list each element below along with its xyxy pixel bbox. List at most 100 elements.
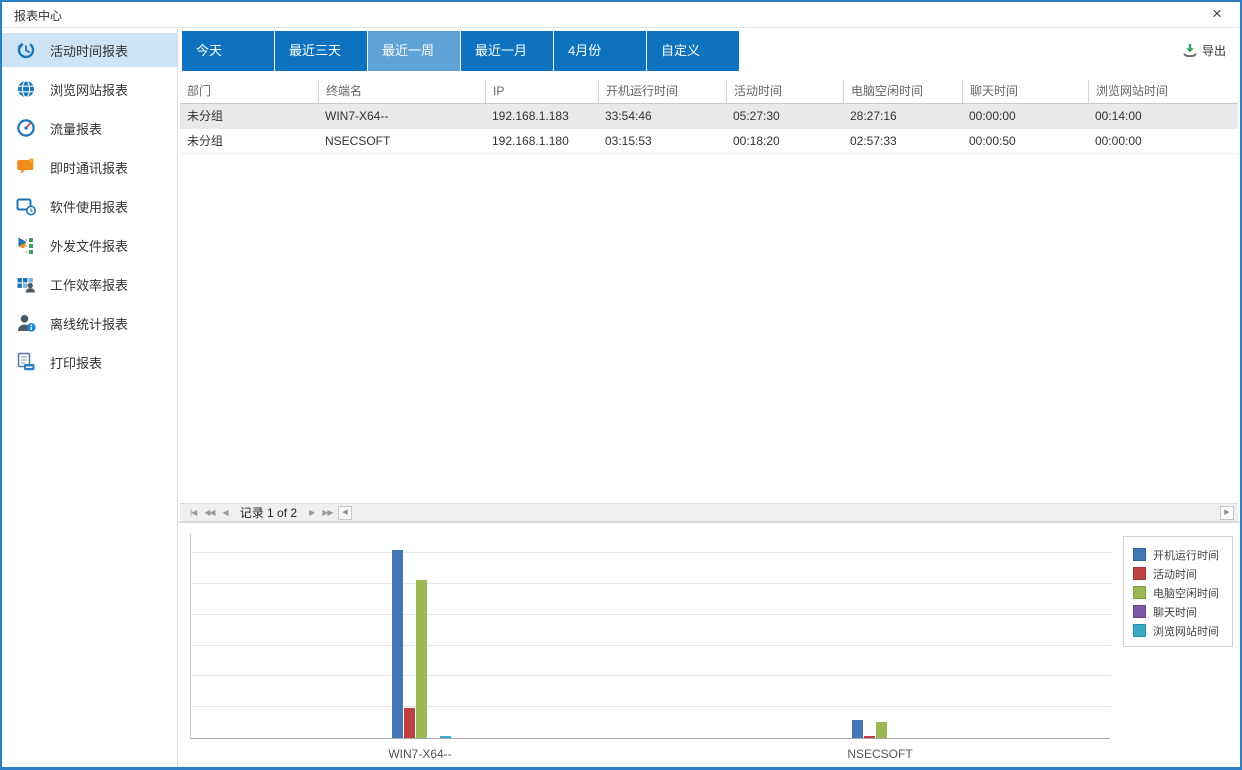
legend-swatch: [1133, 548, 1146, 561]
cell-IP: 192.168.1.183: [492, 109, 569, 123]
cell-聊天时间: 00:00:50: [969, 134, 1016, 148]
tab-最近三天[interactable]: 最近三天: [275, 31, 367, 71]
cell-开机运行时间: 03:15:53: [605, 134, 652, 148]
column-header-电脑空闲时间[interactable]: 电脑空闲时间: [843, 80, 962, 103]
bar-WIN7-X64---开机运行时间: [392, 550, 403, 738]
person-info-icon: [15, 312, 37, 334]
window-border-left: [0, 0, 2, 770]
sidebar-item-traffic-report[interactable]: 流量报表: [2, 111, 177, 145]
bar-WIN7-X64---电脑空闲时间: [416, 580, 427, 738]
tab-最近一月[interactable]: 最近一月: [461, 31, 553, 71]
cell-IP: 192.168.1.180: [492, 134, 569, 148]
pager-prev-page-icon[interactable]: ◀◀: [204, 508, 215, 517]
export-button[interactable]: 导出: [1183, 40, 1226, 60]
chart-gridline: [191, 706, 1111, 707]
download-icon: [1183, 44, 1197, 57]
sidebar-item-label: 流量报表: [50, 121, 103, 137]
cell-电脑空闲时间: 02:57:33: [850, 134, 897, 148]
cell-部门: 未分组: [187, 134, 224, 148]
sidebar-item-offline-stats-report[interactable]: 离线统计报表: [2, 306, 177, 340]
column-header-浏览网站时间[interactable]: 浏览网站时间: [1088, 80, 1238, 103]
bar-chart-plot: [190, 533, 1111, 739]
bar-WIN7-X64---浏览网站时间: [440, 736, 451, 738]
cell-电脑空闲时间: 28:27:16: [850, 109, 897, 123]
chart-gridline: [191, 675, 1111, 676]
printer-icon: [15, 351, 37, 373]
sidebar-item-label: 活动时间报表: [50, 43, 129, 59]
close-icon[interactable]: ×: [1212, 4, 1222, 23]
tab-今天[interactable]: 今天: [182, 31, 274, 71]
sidebar-item-browse-website-report[interactable]: 浏览网站报表: [2, 72, 177, 106]
column-header-终端名[interactable]: 终端名: [318, 80, 485, 103]
sidebar-item-work-efficiency-report[interactable]: 工作效率报表: [2, 267, 177, 301]
sidebar-item-activity-time-report[interactable]: 活动时间报表: [2, 33, 177, 67]
pager-next-page-icon[interactable]: ▶▶: [322, 508, 333, 517]
pager-first-icon[interactable]: |◀: [190, 508, 197, 517]
column-header-IP[interactable]: IP: [485, 80, 598, 103]
bar-WIN7-X64---活动时间: [404, 708, 415, 738]
title-bar: 报表中心 ×: [2, 2, 1240, 28]
sidebar-item-label: 工作效率报表: [50, 277, 129, 293]
legend-label: 活动时间: [1153, 568, 1197, 581]
legend-label: 电脑空闲时间: [1153, 587, 1219, 600]
sidebar-item-label: 离线统计报表: [50, 316, 129, 332]
cell-浏览网站时间: 00:14:00: [1095, 109, 1142, 123]
column-header-活动时间[interactable]: 活动时间: [726, 80, 843, 103]
pager-record-text: 记录 1 of 2: [239, 506, 298, 520]
sidebar-item-im-report[interactable]: 即时通讯报表: [2, 150, 177, 184]
hscroll-right-icon[interactable]: ▶: [1220, 506, 1234, 520]
legend-label: 开机运行时间: [1153, 549, 1219, 562]
cell-活动时间: 00:18:20: [733, 134, 780, 148]
chart-category-label: NSECSOFT: [847, 747, 913, 761]
tab-自定义[interactable]: 自定义: [647, 31, 739, 71]
legend-swatch: [1133, 586, 1146, 599]
legend-item-浏览网站时间: 浏览网站时间: [1133, 621, 1223, 640]
grid-person-icon: [15, 273, 37, 295]
legend-item-电脑空闲时间: 电脑空闲时间: [1133, 583, 1223, 602]
column-header-开机运行时间[interactable]: 开机运行时间: [598, 80, 726, 103]
window-border-right: [1240, 0, 1242, 770]
window-border-top: [0, 0, 1242, 2]
legend-swatch: [1133, 605, 1146, 618]
cell-部门: 未分组: [187, 109, 224, 123]
cell-终端名: WIN7-X64--: [325, 109, 389, 123]
legend-swatch: [1133, 567, 1146, 580]
legend-item-活动时间: 活动时间: [1133, 564, 1223, 583]
cell-浏览网站时间: 00:00:00: [1095, 134, 1142, 148]
outgoing-files-icon: [15, 234, 37, 256]
cell-聊天时间: 00:00:00: [969, 109, 1016, 123]
globe-icon: [15, 78, 37, 100]
pager-next-icon[interactable]: ▶: [309, 508, 315, 517]
cell-开机运行时间: 33:54:46: [605, 109, 652, 123]
chat-bubble-icon: [15, 156, 37, 178]
window-border-bottom: [0, 767, 1242, 770]
legend-item-开机运行时间: 开机运行时间: [1133, 545, 1223, 564]
table-row[interactable]: 未分组 NSECSOFT 192.168.1.180 03:15:53 00:18:20…: [180, 129, 1238, 154]
chart-gridline: [191, 645, 1111, 646]
legend-label: 浏览网站时间: [1153, 625, 1219, 638]
bar-NSECSOFT-活动时间: [864, 736, 875, 738]
sidebar-item-print-report[interactable]: 打印报表: [2, 345, 177, 379]
tab-4月份[interactable]: 4月份: [554, 31, 646, 71]
pager-bar: |◀ ◀◀ ◀ 记录 1 of 2 ▶ ▶▶ ▶| ◀ ▶: [180, 503, 1238, 522]
sidebar: 活动时间报表浏览网站报表流量报表即时通讯报表 软件使用报表外发文件报表工作效率报表…: [2, 29, 178, 767]
pager-prev-icon[interactable]: ◀: [222, 508, 229, 517]
sidebar-item-outgoing-files-report[interactable]: 外发文件报表: [2, 228, 177, 262]
speedometer-icon: [15, 117, 37, 139]
cell-活动时间: 05:27:30: [733, 109, 780, 123]
column-header-聊天时间[interactable]: 聊天时间: [962, 80, 1088, 103]
sidebar-item-label: 即时通讯报表: [50, 160, 129, 176]
sidebar-item-software-usage-report[interactable]: 软件使用报表: [2, 189, 177, 223]
chart-gridline: [191, 552, 1111, 553]
history-clock-icon: [15, 39, 37, 61]
export-label: 导出: [1201, 43, 1226, 58]
sidebar-item-label: 软件使用报表: [50, 199, 129, 215]
tab-最近一周[interactable]: 最近一周: [368, 31, 460, 71]
column-header-部门[interactable]: 部门: [187, 84, 212, 98]
hscroll-left-icon[interactable]: ◀: [338, 506, 352, 520]
bar-NSECSOFT-开机运行时间: [852, 720, 863, 738]
chart-category-label: WIN7-X64--: [388, 747, 452, 761]
table-row[interactable]: 未分组 WIN7-X64-- 192.168.1.183 33:54:46 05:27:…: [180, 104, 1238, 129]
cell-终端名: NSECSOFT: [325, 134, 391, 148]
